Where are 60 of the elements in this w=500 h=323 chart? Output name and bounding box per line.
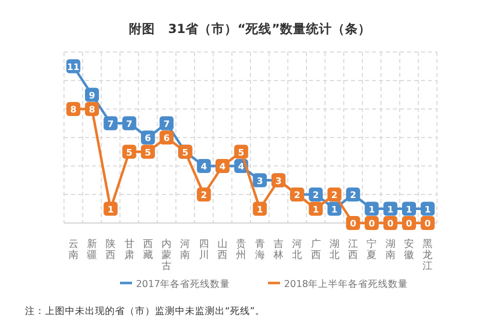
data-label: 11 bbox=[67, 62, 80, 73]
data-label: 7 bbox=[163, 120, 170, 130]
data-label: 1 bbox=[406, 205, 412, 216]
data-label: 1 bbox=[424, 205, 431, 216]
data-label: 6 bbox=[144, 134, 152, 144]
x-tick-label: 黑龙江 bbox=[422, 239, 433, 272]
data-label: 5 bbox=[126, 148, 132, 158]
x-tick-label: 云南 bbox=[68, 239, 78, 261]
x-tick-label: 河南 bbox=[180, 238, 190, 261]
data-label: 7 bbox=[126, 120, 132, 130]
data-label: 1 bbox=[256, 205, 263, 216]
x-tick-label: 江西 bbox=[348, 238, 358, 261]
data-label: 1 bbox=[312, 205, 319, 216]
x-tick-label: 安徽 bbox=[404, 238, 414, 261]
x-tick-label: 河北 bbox=[292, 238, 302, 261]
data-label: 2 bbox=[294, 191, 300, 201]
data-label: 9 bbox=[88, 91, 96, 102]
data-label: 3 bbox=[256, 176, 263, 187]
x-tick-label: 吉林 bbox=[272, 238, 284, 261]
data-label: 5 bbox=[238, 148, 244, 158]
data-label: 0 bbox=[406, 220, 412, 230]
data-label: 0 bbox=[424, 220, 431, 230]
data-label: 2 bbox=[312, 191, 319, 201]
legend-label: 2017年各省死线数量 bbox=[136, 278, 230, 290]
data-label: 2 bbox=[200, 191, 208, 201]
data-label: 1 bbox=[331, 205, 338, 216]
x-tick-label: 贵州 bbox=[236, 238, 246, 261]
x-tick-label: 西藏 bbox=[142, 239, 153, 261]
x-tick-label: 陕西 bbox=[106, 238, 116, 261]
x-tick-label: 山西 bbox=[218, 238, 228, 261]
data-label: 2 bbox=[350, 191, 356, 201]
data-label: 1 bbox=[387, 205, 394, 216]
data-label: 0 bbox=[350, 220, 356, 230]
data-label: 2 bbox=[331, 191, 338, 201]
x-tick-label: 新疆 bbox=[86, 238, 97, 261]
data-label: 1 bbox=[368, 205, 375, 216]
x-tick-label: 湖南 bbox=[385, 238, 396, 261]
data-label: 5 bbox=[182, 148, 188, 158]
data-label: 7 bbox=[107, 120, 114, 130]
text: 注：上图中未出现的省（市）监测中未监测出“死线”。 bbox=[25, 305, 265, 317]
legend-label: 2018年上半年各省死线数量 bbox=[284, 278, 408, 290]
data-label: 4 bbox=[200, 162, 208, 172]
data-label: 4 bbox=[219, 162, 226, 172]
x-tick-label: 四川 bbox=[198, 239, 209, 261]
data-label: 0 bbox=[368, 220, 375, 230]
x-tick-label: 广西 bbox=[310, 238, 321, 261]
data-label: 5 bbox=[144, 148, 152, 158]
x-tick-label: 湖北 bbox=[329, 238, 340, 261]
data-label: 8 bbox=[70, 106, 76, 116]
chart-title: 附图 31省（市）“死线”数量统计（条） bbox=[129, 21, 371, 36]
x-tick-label: 甘肃 bbox=[124, 238, 134, 261]
data-label: 1 bbox=[107, 205, 114, 216]
x-tick-label: 青海 bbox=[254, 238, 265, 261]
data-label: 6 bbox=[163, 134, 170, 144]
data-label: 0 bbox=[387, 220, 394, 230]
data-label: 3 bbox=[275, 176, 282, 187]
x-tick-label: 内蒙古 bbox=[162, 238, 172, 272]
x-tick-label: 宁夏 bbox=[366, 238, 377, 261]
data-label: 8 bbox=[88, 106, 96, 116]
data-label: 4 bbox=[238, 162, 244, 172]
